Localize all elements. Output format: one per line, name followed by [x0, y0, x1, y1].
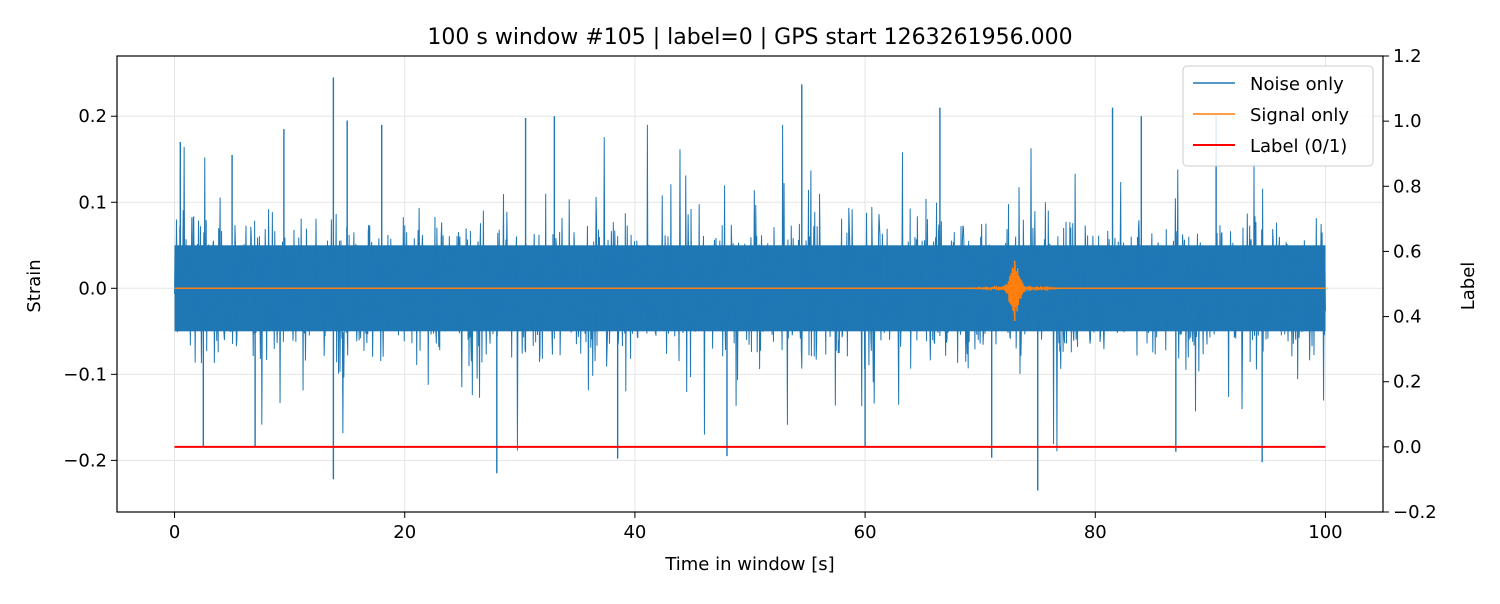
y-tick-label: 0.1 — [78, 192, 107, 213]
x-tick-label: 20 — [393, 522, 416, 543]
y-tick-label: 0.0 — [78, 278, 107, 299]
y-axis-ticks: −0.2 −0.1 0.0 0.1 0.2 — [63, 106, 117, 471]
noise-series — [174, 77, 1326, 491]
y2-tick-label: 0.2 — [1393, 372, 1422, 393]
y2-axis-title: Label — [1458, 262, 1479, 311]
y2-tick-label: 0.8 — [1393, 176, 1422, 197]
y2-tick-label: 0.6 — [1393, 241, 1422, 262]
y2-tick-label: 1.2 — [1393, 46, 1422, 67]
x-tick-label: 0 — [169, 522, 180, 543]
legend: Noise only Signal only Label (0/1) — [1182, 65, 1374, 167]
y2-tick-label: −0.2 — [1393, 502, 1437, 523]
legend-label-noise: Noise only — [1250, 74, 1344, 95]
x-tick-label: 60 — [854, 522, 877, 543]
legend-box — [1182, 65, 1374, 167]
y-tick-label: 0.2 — [78, 106, 107, 127]
y2-tick-label: 0.0 — [1393, 437, 1422, 458]
signal-series — [174, 260, 1326, 321]
chart-title: 100 s window #105 | label=0 | GPS start … — [427, 25, 1072, 50]
y-tick-label: −0.1 — [63, 364, 107, 385]
x-axis-ticks: 0 20 40 60 80 100 — [169, 512, 1343, 543]
x-tick-label: 100 — [1308, 522, 1342, 543]
legend-label-label: Label (0/1) — [1250, 136, 1347, 157]
x-tick-label: 80 — [1084, 522, 1107, 543]
y-axis-title: Strain — [24, 259, 45, 312]
y2-tick-label: 0.4 — [1393, 307, 1422, 328]
legend-label-signal: Signal only — [1250, 105, 1349, 126]
noise-trace — [174, 124, 1326, 452]
x-axis-title: Time in window [s] — [664, 554, 834, 575]
y2-axis-ticks: −0.2 0.0 0.2 0.4 0.6 0.8 1.0 1.2 — [1383, 46, 1437, 523]
x-tick-label: 40 — [623, 522, 646, 543]
y-tick-label: −0.2 — [63, 450, 107, 471]
plot-frame — [116, 55, 1384, 513]
y2-tick-label: 1.0 — [1393, 111, 1422, 132]
